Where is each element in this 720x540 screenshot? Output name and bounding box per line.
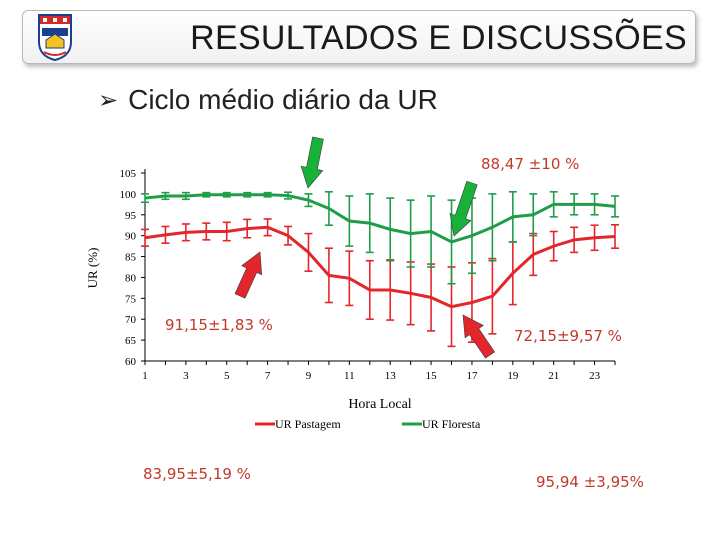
x-tick-label: 3: [183, 370, 189, 382]
x-tick-label: 13: [385, 370, 397, 382]
x-tick-label: 17: [466, 370, 478, 382]
bullet-item: ➢ Ciclo médio diário da UR: [98, 84, 438, 116]
x-tick-label: 15: [426, 370, 438, 382]
series-pastagem: [141, 218, 619, 348]
y-tick-label: 90: [125, 231, 137, 243]
red-arrow-pasture-max-icon: [234, 251, 263, 299]
y-tick-label: 70: [125, 314, 137, 326]
x-tick-label: 7: [265, 370, 271, 382]
x-tick-label: 19: [507, 370, 519, 382]
slide-title: RESULTADOS E DISCUSSÕES: [190, 19, 687, 57]
x-tick-label: 9: [306, 370, 312, 382]
legend-label: UR Floresta: [422, 417, 481, 431]
red-arrow-pasture-min-icon: [462, 314, 495, 359]
y-tick-label: 95: [125, 210, 137, 222]
x-axis-label: Hora Local: [348, 397, 411, 412]
bullet-text: Ciclo médio diário da UR: [128, 84, 438, 115]
series-line: [144, 193, 616, 244]
annotation-pasture-mean: 83,95±5,19 %: [143, 465, 251, 483]
annotation-forest-min: 88,47 ±10 %: [481, 155, 580, 173]
arrow-bullet-icon: ➢: [98, 86, 119, 114]
y-axis-label: UR (%): [85, 248, 100, 289]
series-floresta: [141, 191, 619, 285]
x-tick-label: 5: [224, 370, 230, 382]
annotation-pasture-max: 91,15±1,83 %: [165, 316, 273, 334]
y-tick-label: 100: [120, 189, 137, 201]
annotation-forest-mean: 95,94 ±3,95%: [536, 473, 644, 491]
y-tick-label: 105: [120, 168, 137, 180]
x-tick-label: 23: [589, 370, 601, 382]
green-arrow-forest-min-icon: [449, 180, 478, 237]
x-tick-label: 11: [344, 370, 355, 382]
x-tick-label: 21: [548, 370, 559, 382]
title-bar: RESULTADOS E DISCUSSÕES: [22, 10, 696, 64]
university-crest-icon: [36, 12, 74, 62]
y-tick-label: 80: [125, 272, 137, 284]
series-line: [144, 225, 616, 309]
legend-label: UR Pastagem: [275, 417, 341, 431]
annotation-pasture-min: 72,15±9,57 %: [514, 327, 622, 345]
y-tick-label: 75: [125, 293, 137, 305]
x-tick-label: 1: [142, 370, 148, 382]
y-tick-label: 85: [125, 252, 137, 264]
y-tick-label: 65: [125, 335, 137, 347]
y-tick-label: 60: [125, 356, 137, 368]
green-arrow-morning-icon: [300, 136, 324, 189]
